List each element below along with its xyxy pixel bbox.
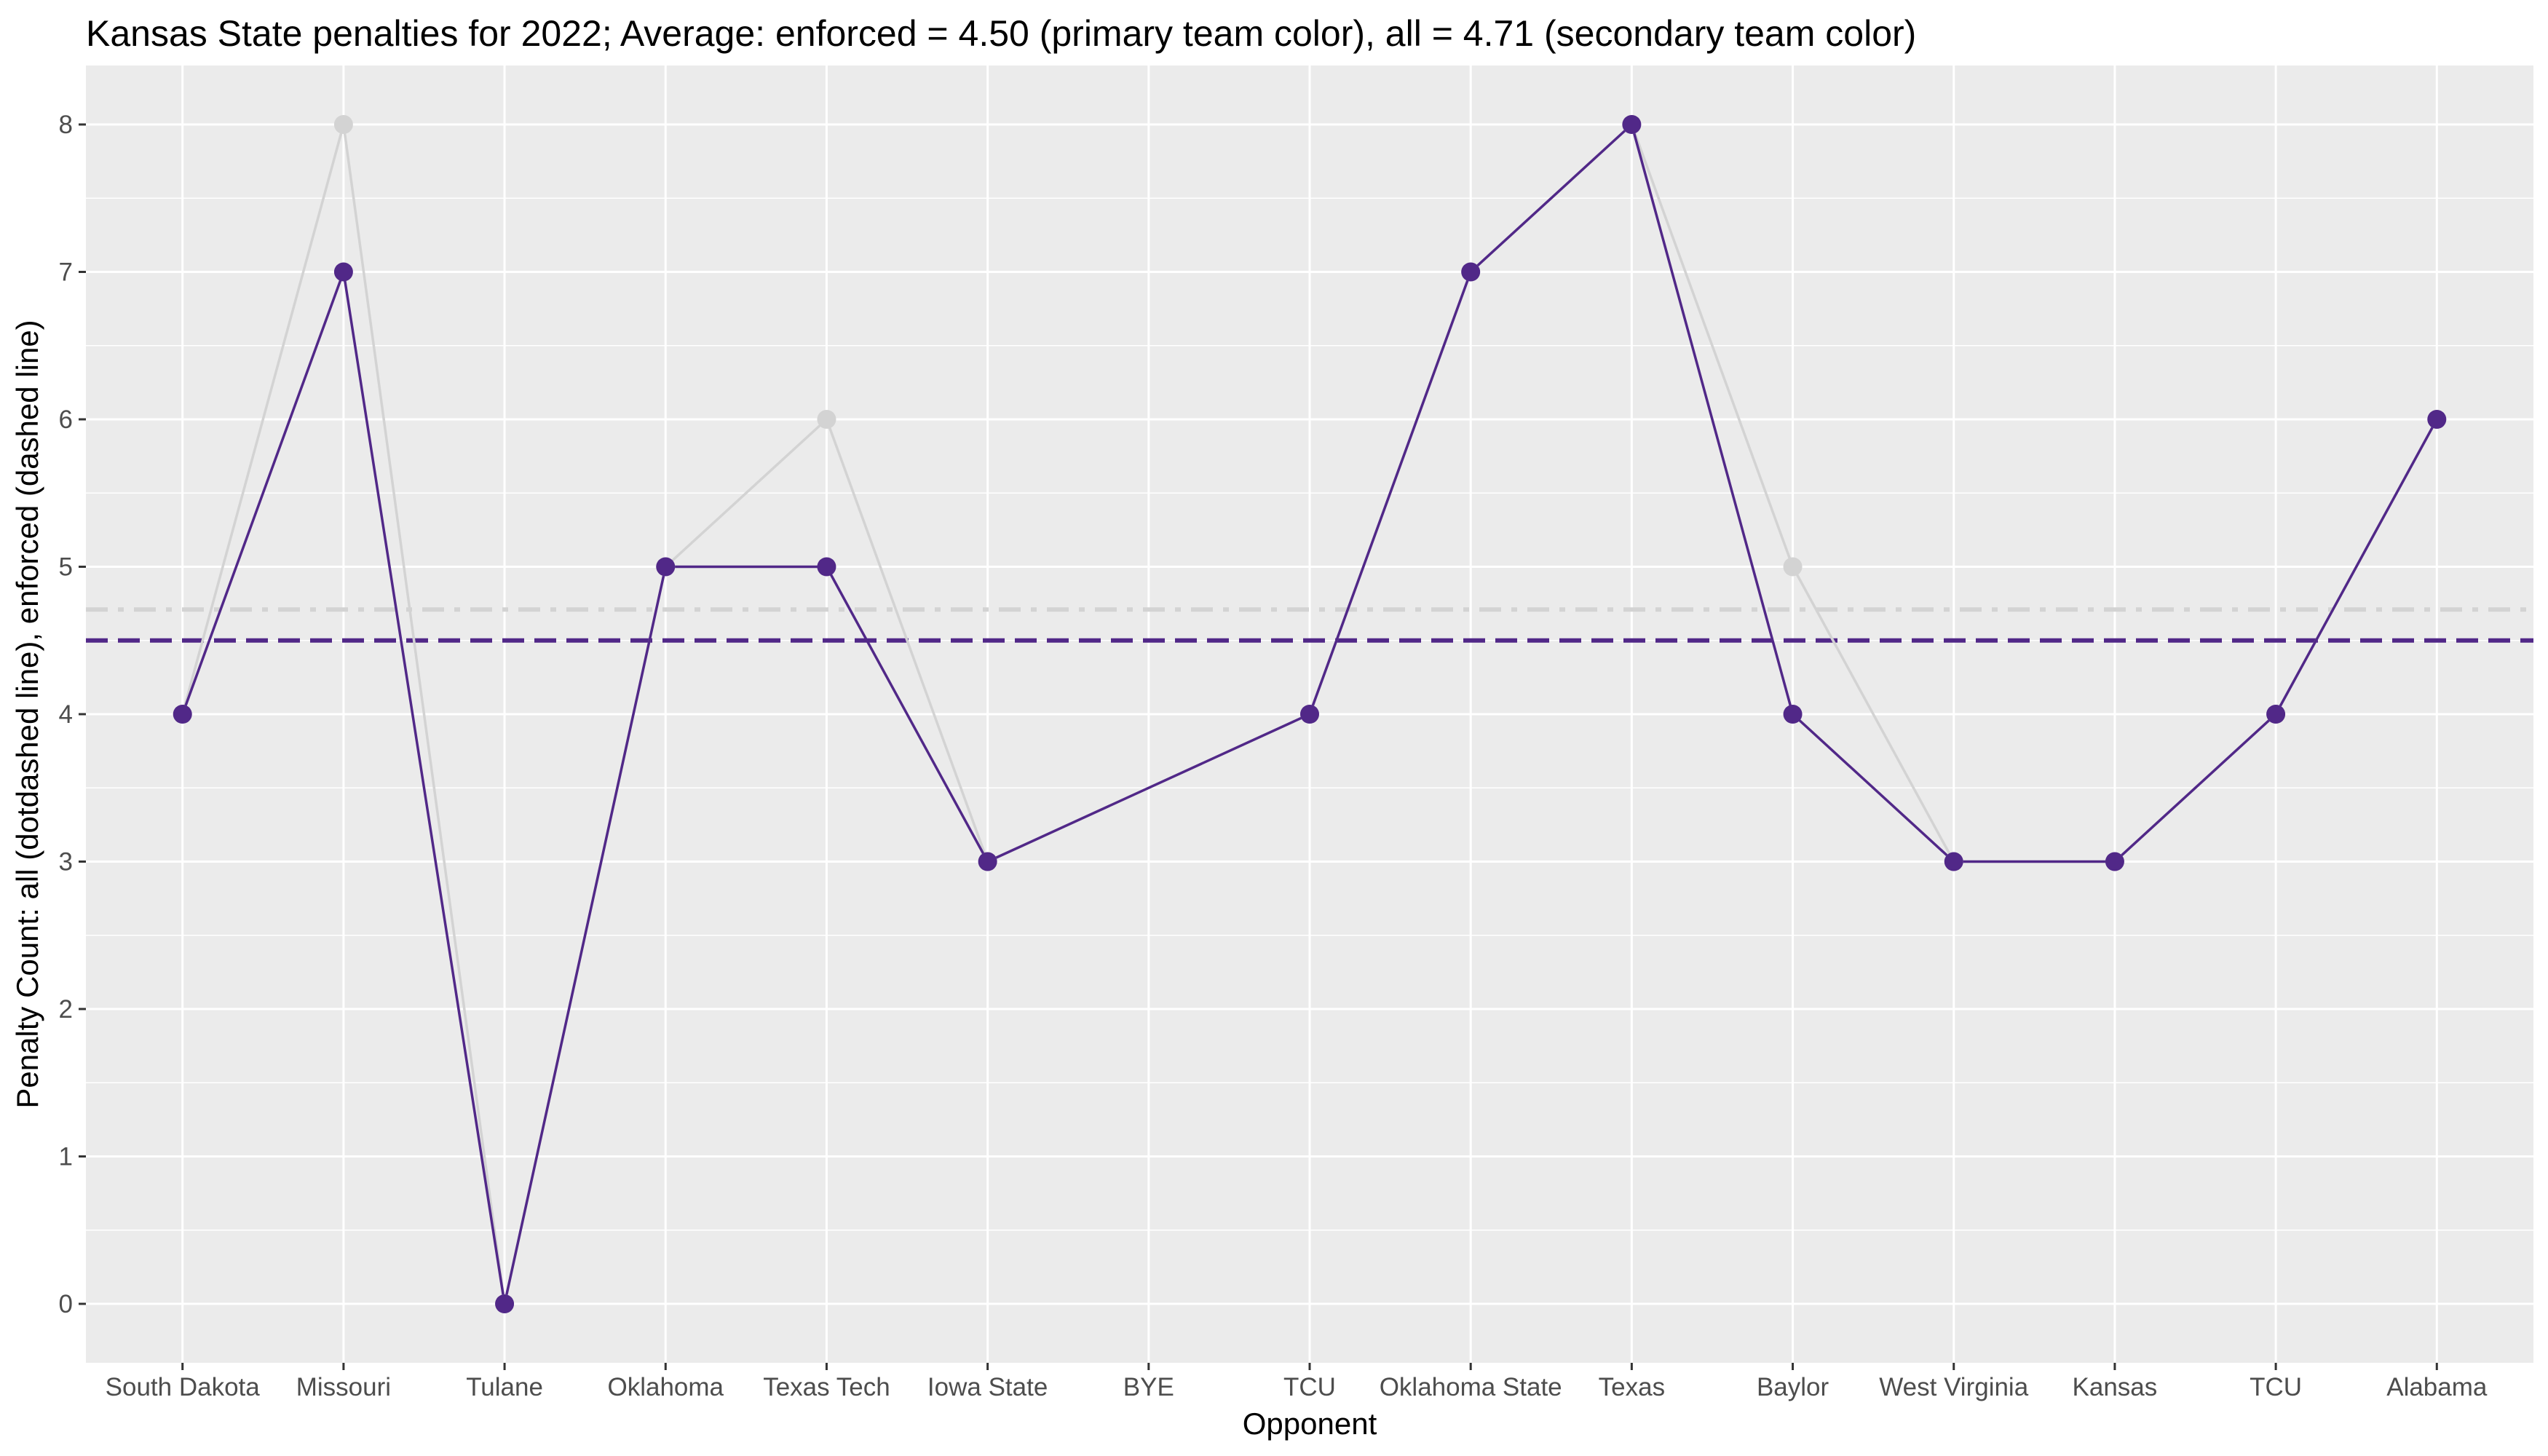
x-axis-ticks: South Dakota Missouri Tulane Oklahoma Texas … [106, 1363, 2488, 1401]
data-point-all [1783, 557, 1803, 577]
x-tick-label: Baylor [1757, 1373, 1829, 1401]
data-point-enforced [817, 557, 836, 577]
data-point-enforced [1461, 262, 1481, 282]
data-point-all [333, 115, 353, 134]
data-point-enforced [2266, 705, 2286, 724]
series-line-enforced [181, 123, 2438, 1305]
data-point-enforced [1944, 852, 1963, 871]
data-point-enforced [333, 262, 353, 282]
y-axis-title: Penalty Count: all (dotdashed line), enf… [10, 320, 44, 1108]
x-tick-label: Texas [1599, 1373, 1665, 1401]
x-tick-label: Iowa State [927, 1373, 1048, 1401]
data-point-enforced [978, 852, 997, 871]
y-tick-label: 3 [59, 848, 73, 877]
y-tick-label: 1 [59, 1143, 73, 1171]
y-tick-label: 4 [59, 700, 73, 729]
data-point-enforced [495, 1294, 515, 1313]
y-tick-label: 0 [59, 1290, 73, 1318]
chart-title: Kansas State penalties for 2022; Average… [86, 13, 1916, 54]
average-lines [86, 607, 2533, 643]
y-axis-ticks: 0 1 2 3 4 5 6 7 8 [59, 111, 86, 1318]
data-point-enforced [173, 705, 192, 724]
data-point-all [817, 410, 836, 429]
data-point-enforced [1783, 705, 1803, 724]
data-point-enforced [656, 557, 676, 577]
y-tick-label: 2 [59, 995, 73, 1024]
x-tick-label: TCU [1283, 1373, 1336, 1401]
data-point-enforced [2427, 410, 2447, 429]
y-tick-label: 7 [59, 258, 73, 287]
x-tick-label: TCU [2250, 1373, 2302, 1401]
x-tick-label: BYE [1123, 1373, 1174, 1401]
x-tick-label: Missouri [296, 1373, 391, 1401]
x-tick-label: Tulane [466, 1373, 543, 1401]
x-tick-label: Alabama [2386, 1373, 2488, 1401]
data-point-enforced [1622, 115, 1642, 134]
data-point-enforced [2105, 852, 2124, 871]
gridlines [86, 66, 2533, 1363]
data-point-enforced [1300, 705, 1319, 724]
x-tick-label: West Virginia [1879, 1373, 2028, 1401]
y-tick-label: 6 [59, 405, 73, 434]
series-lines [181, 123, 2438, 1305]
x-tick-label: South Dakota [106, 1373, 261, 1401]
y-tick-label: 8 [59, 111, 73, 139]
x-tick-label: Texas Tech [763, 1373, 890, 1401]
series-points [173, 115, 2447, 1313]
y-tick-label: 5 [59, 553, 73, 582]
x-tick-label: Oklahoma [607, 1373, 724, 1401]
x-tick-label: Kansas [2073, 1373, 2158, 1401]
x-axis-title: Opponent [1243, 1406, 1377, 1441]
x-tick-label: Oklahoma State [1380, 1373, 1562, 1401]
